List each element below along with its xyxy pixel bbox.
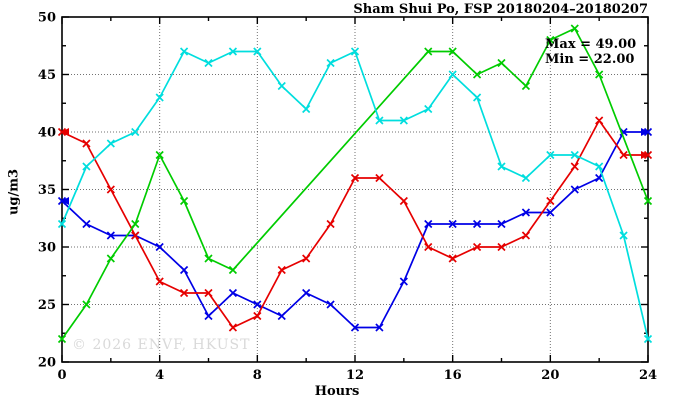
x-tick-label: 0 (57, 368, 66, 383)
max-min-annotation: Max = 49.00 Min = 22.00 (545, 37, 636, 67)
y-tick-label: 45 (38, 68, 56, 83)
x-tick-label: 24 (639, 368, 657, 383)
series-markers-green-series (57, 24, 653, 344)
arrow-left-blue-series (61, 197, 69, 205)
x-tick-label: 4 (155, 368, 164, 383)
series-line-green-series (61, 27, 649, 340)
arrow-left-red-series (61, 128, 69, 136)
y-tick-label: 50 (38, 11, 56, 26)
series-line-cyan-series (61, 50, 649, 340)
x-tick-label: 20 (541, 368, 559, 383)
x-axis-label: Hours (314, 384, 360, 399)
arrow-right-red-series (641, 151, 649, 159)
min-annotation: Min = 22.00 (545, 52, 635, 67)
arrow-right-blue-series (641, 128, 649, 136)
y-tick-label: 20 (38, 356, 56, 371)
x-tick-label: 16 (444, 368, 462, 383)
y-tick-label: 25 (38, 298, 56, 313)
watermark: © 2026 ENVF, HKUST (72, 337, 251, 353)
y-axis-label: ug/m3 (6, 168, 22, 216)
y-tick-label: 35 (38, 183, 56, 198)
chart-title: Sham Shui Po, FSP 20180204–20180207 (353, 2, 648, 17)
x-tick-label: 8 (253, 368, 262, 383)
x-tick-label: 12 (346, 368, 364, 383)
y-tick-label: 30 (38, 241, 56, 256)
max-annotation: Max = 49.00 (545, 37, 637, 52)
series-markers-cyan-series (57, 47, 653, 344)
y-tick-label: 40 (38, 126, 56, 141)
